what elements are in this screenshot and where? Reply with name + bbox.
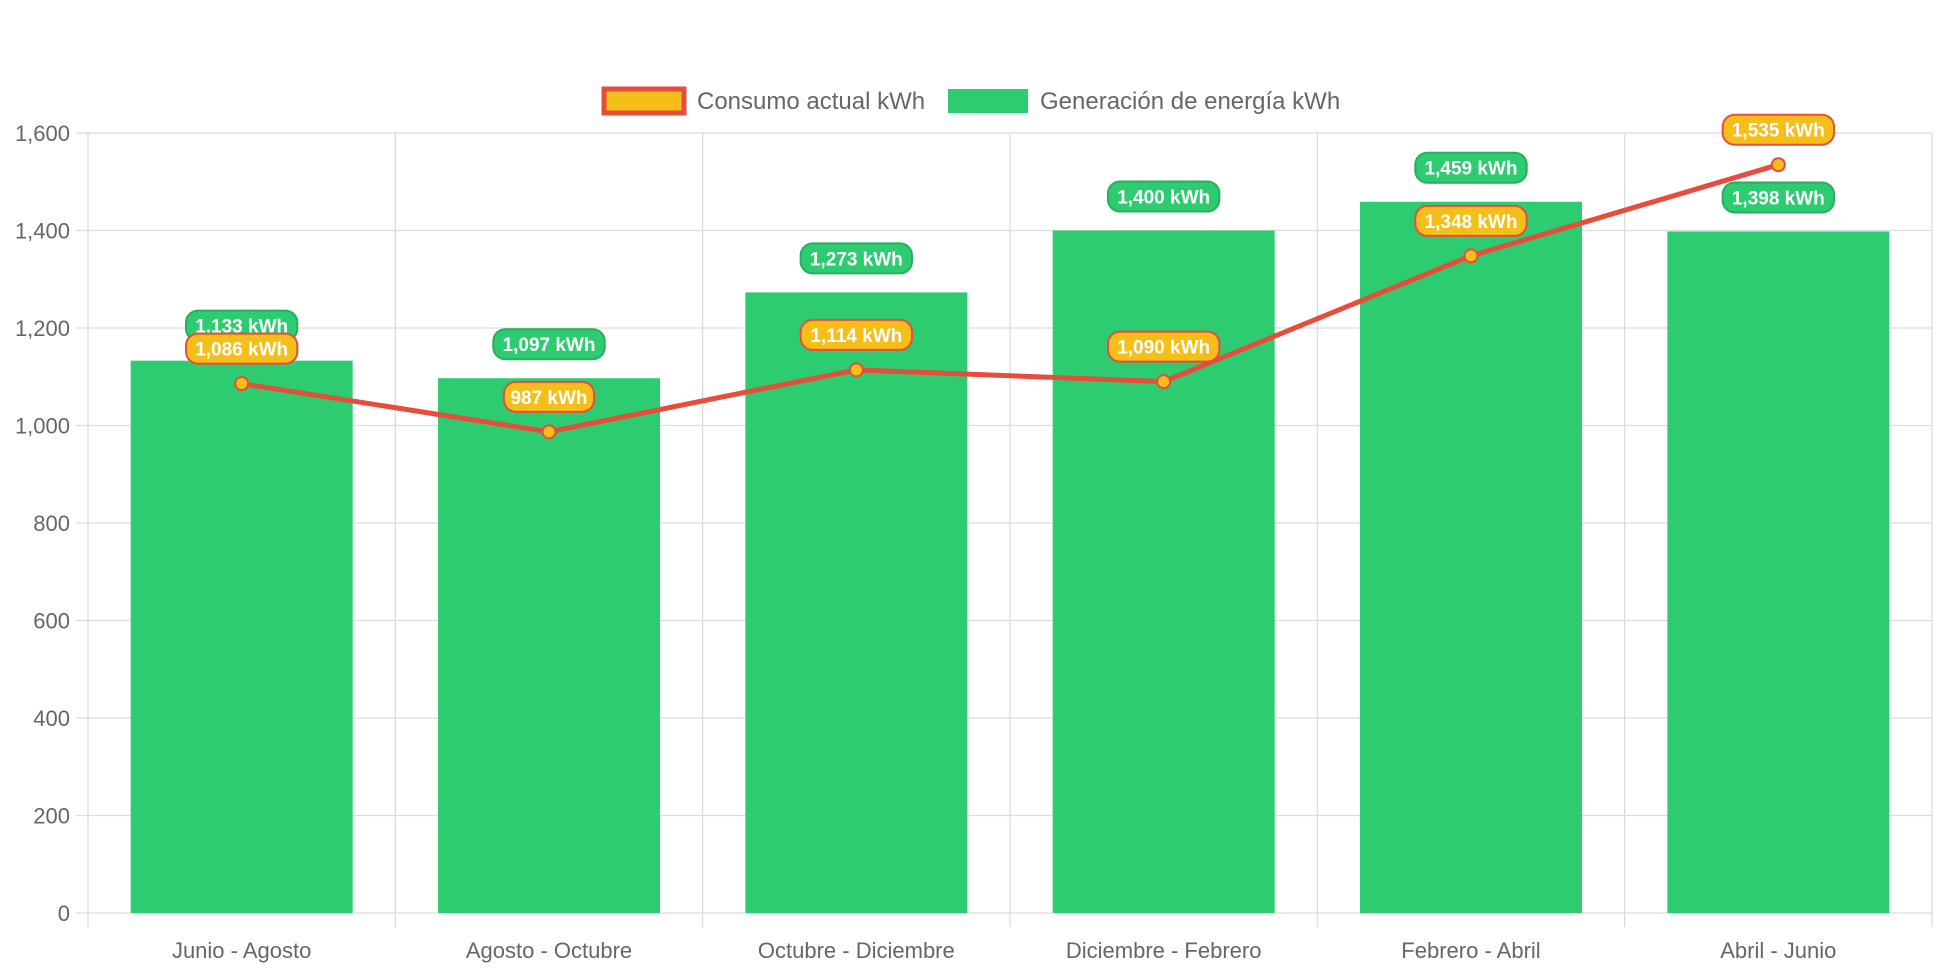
y-tick-label: 0 [58, 901, 70, 926]
consumption-data-label-text: 1,348 kWh [1425, 212, 1518, 233]
consumption-line-path [241, 162, 1780, 435]
generation-data-label: 1,459 kWh [1414, 151, 1528, 184]
consumption-point [541, 424, 557, 440]
generation-data-label-text: 1,400 kWh [1117, 188, 1210, 209]
generation-bar [438, 378, 660, 913]
generation-data-label-bg [492, 328, 606, 361]
consumption-data-label: 987 kWh [502, 380, 596, 413]
consumption-data-label-text: 1,090 kWh [1117, 338, 1210, 359]
generation-data-label-text: 1,459 kWh [1425, 159, 1518, 180]
consumption-data-label: 1,086 kWh [184, 332, 299, 365]
consumption-data-label-bg [184, 332, 299, 365]
consumption-data-label-bg [1106, 330, 1221, 363]
legend-label-generation: Generación de energía kWh [1040, 88, 1340, 115]
consumption-point [1463, 248, 1479, 264]
generation-data-label: 1,273 kWh [799, 242, 914, 275]
consumption-data-label-text: 1,535 kWh [1732, 121, 1825, 142]
legend-item-consumption[interactable]: Consumo actual kWh [601, 86, 925, 116]
legend-label-consumption: Consumo actual kWh [697, 88, 925, 115]
generation-data-label: 1,097 kWh [492, 328, 606, 361]
generation-data-label-text: 1,273 kWh [810, 249, 903, 270]
generation-data-label-bg [1106, 180, 1221, 213]
consumption-data-label-bg [799, 318, 914, 351]
consumption-data-label-text: 987 kWh [510, 388, 587, 409]
y-tick-label: 800 [33, 511, 70, 536]
y-tick-label: 600 [33, 609, 70, 634]
generation-bar [1360, 201, 1582, 914]
consumption-data-label: 1,535 kWh [1721, 113, 1836, 146]
generation-data-label-bg [799, 242, 914, 275]
x-tick-label: Octubre - Diciembre [758, 938, 955, 963]
generation-data-label: 1,398 kWh [1721, 181, 1836, 214]
y-tick-label: 200 [33, 804, 70, 829]
generation-data-label-bg [1414, 151, 1528, 184]
x-tick-label: Junio - Agosto [172, 938, 311, 963]
legend-swatch-consumption [601, 86, 687, 116]
y-tick-label: 1,000 [15, 414, 70, 439]
generation-data-label-text: 1,398 kWh [1732, 188, 1825, 209]
x-tick-label: Abril - Junio [1720, 938, 1836, 963]
consumption-data-label-bg [1414, 204, 1528, 237]
y-tick-label: 1,400 [15, 219, 70, 244]
consumption-data-label-bg [502, 380, 596, 413]
axis-labels: 0 200 400 600 800 1,000 1,200 1,400 1,600 Junio -… [15, 121, 1836, 963]
x-tick-label: Febrero - Abril [1401, 938, 1540, 963]
generation-data-label-text: 1,133 kWh [195, 317, 288, 338]
x-tick-label: Agosto - Octubre [466, 938, 632, 963]
generation-data-label: 1,400 kWh [1106, 180, 1221, 213]
consumption-point [1770, 157, 1786, 173]
y-tick-label: 1,200 [15, 316, 70, 341]
x-tick-label: Diciembre - Febrero [1066, 938, 1262, 963]
generation-data-label-bg [1721, 181, 1836, 214]
consumption-data-label: 1,114 kWh [799, 318, 914, 351]
generation-bar [130, 360, 353, 914]
generation-data-label-text: 1,097 kWh [503, 335, 596, 356]
generation-bar [1667, 231, 1890, 914]
consumption-point [1156, 374, 1172, 390]
chart-grid [76, 132, 1933, 927]
generation-bar [745, 292, 968, 914]
consumption-line [234, 157, 1786, 440]
y-tick-label: 1,600 [15, 121, 70, 146]
consumption-point [234, 376, 250, 392]
consumption-data-label: 1,090 kWh [1106, 330, 1221, 363]
consumption-data-label: 1,348 kWh [1414, 204, 1528, 237]
consumption-point [848, 362, 864, 378]
legend-item-generation[interactable]: Generación de energía kWh [948, 88, 1340, 115]
consumption-data-label-bg [1721, 113, 1836, 146]
legend-swatch-generation [948, 89, 1028, 113]
consumption-data-label-text: 1,114 kWh [810, 326, 902, 347]
y-tick-label: 400 [33, 706, 70, 731]
consumption-data-label-text: 1,086 kWh [195, 340, 288, 361]
chart-legend[interactable]: Consumo actual kWh Generación de energía … [601, 86, 1340, 116]
